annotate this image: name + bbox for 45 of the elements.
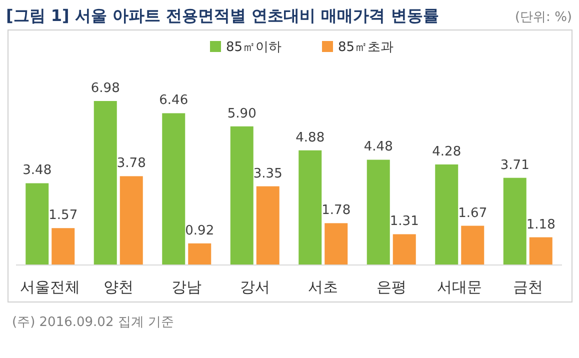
data-label: 3.71 [500,158,530,173]
x-tick-label: 서대문 [437,278,482,296]
bar [230,126,254,265]
x-tick-label: 양천 [103,278,134,296]
bar [503,178,526,265]
data-label: 6.98 [90,81,120,96]
bar [256,186,280,265]
data-label: 5.90 [227,106,256,122]
bar [120,176,143,265]
bar [461,226,484,265]
data-label: 1.18 [526,217,556,232]
bar [26,183,49,265]
text: (단위: %) [514,10,572,25]
data-label: 3.48 [22,163,52,178]
data-label: 1.57 [48,208,78,224]
x-tick-label: 강서 [240,278,270,296]
text: (주) 2016.09.02 집계 기준 [12,315,174,330]
data-label: 1.67 [458,206,488,221]
bar [94,101,117,265]
data-label: 3.35 [253,166,282,182]
data-label: 3.78 [116,156,146,172]
data-label: 1.78 [322,203,351,218]
bar [435,164,458,265]
legend-label: 85㎡이하 [226,40,282,55]
x-tick-label: 서울전체 [20,278,80,296]
data-label: 0.92 [185,223,214,238]
data-label: 4.48 [364,140,393,155]
data-label: 4.28 [432,144,462,160]
bar [529,237,552,265]
x-tick-label: 은평 [376,278,406,296]
bar [324,223,348,265]
bar [392,234,416,265]
x-tick-label: 금천 [512,278,543,296]
x-tick-label: 서초 [308,278,338,296]
legend-label: 85㎡초과 [338,40,394,55]
bar [52,228,75,265]
data-label: 1.31 [390,214,419,230]
chart-title: [그림 1] 서울 아파트 전용면적별 연초대비 매매가격 변동률 [6,6,439,25]
x-tick-label: 강남 [172,278,202,296]
data-label: 6.46 [159,93,188,108]
bar [366,160,390,265]
bar [162,113,186,265]
bar [298,150,322,265]
bar [188,243,212,265]
data-label: 4.88 [296,130,325,146]
